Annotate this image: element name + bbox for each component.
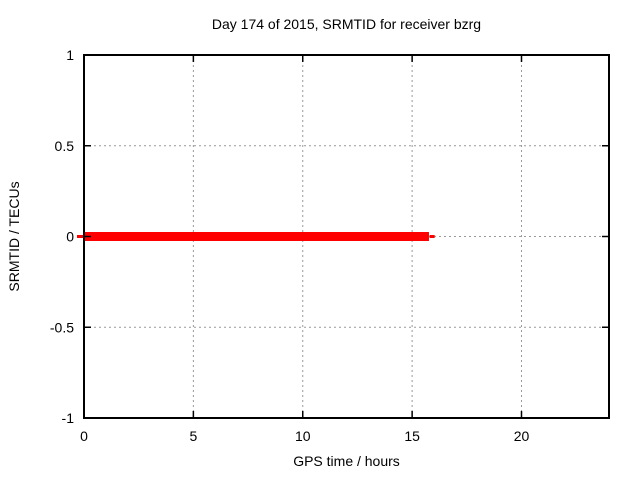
y-tick-label: 0.5 <box>55 138 75 154</box>
x-tick-label: 15 <box>404 428 420 444</box>
y-axis-label: SRMTID / TECUs <box>6 181 22 291</box>
y-tick-label: 0 <box>66 229 74 245</box>
x-tick-label: 10 <box>295 428 311 444</box>
x-tick-label: 20 <box>514 428 530 444</box>
x-tick-label: 0 <box>80 428 88 444</box>
chart-title: Day 174 of 2015, SRMTID for receiver bzr… <box>212 16 481 32</box>
y-tick-label: -0.5 <box>50 319 74 335</box>
x-axis-label: GPS time / hours <box>293 453 400 469</box>
y-tick-label: -1 <box>62 410 75 426</box>
x-tick-label: 5 <box>189 428 197 444</box>
y-tick-label: 1 <box>66 47 74 63</box>
